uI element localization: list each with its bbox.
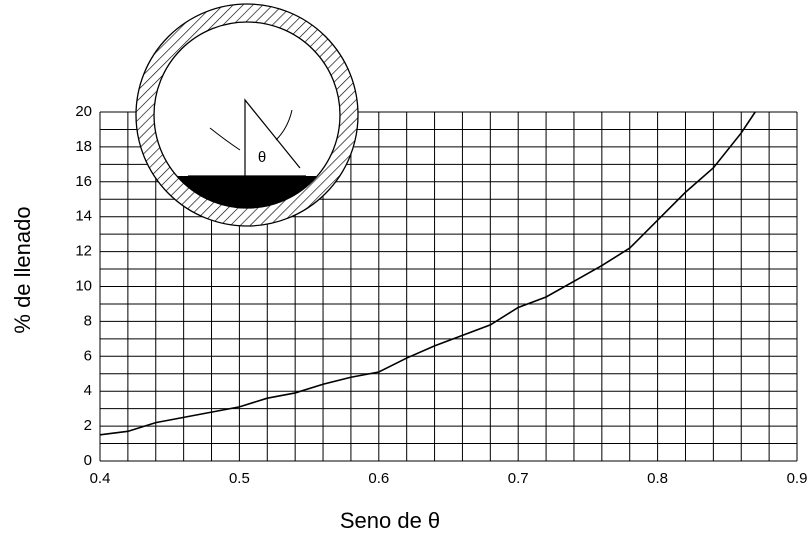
y-tick-label: 6: [84, 347, 92, 364]
y-tick-label: 18: [75, 138, 92, 155]
y-tick-label: 16: [75, 173, 92, 190]
x-tick-label: 0.7: [508, 470, 529, 487]
y-tick-label: 4: [84, 382, 92, 399]
x-axis-label: Seno de θ: [340, 508, 440, 533]
y-tick-label: 20: [75, 103, 92, 120]
y-tick-label: 8: [84, 312, 92, 329]
y-tick-label: 12: [75, 243, 92, 260]
x-tick-label: 0.5: [229, 470, 250, 487]
y-tick-label: 2: [84, 417, 92, 434]
x-tick-label: 0.9: [787, 470, 808, 487]
chart: θ Seno de θ % de llenado 0.4 0.5 0.6 0.7 0.8…: [0, 0, 811, 541]
y-tick-label: 10: [75, 277, 92, 294]
pipe-inset: θ: [136, 4, 358, 226]
x-tick-label: 0.4: [90, 470, 111, 487]
page: {"chart_data": {"type": "line", "x_label…: [0, 0, 811, 546]
angle-label: θ: [258, 149, 266, 166]
x-tick-label: 0.6: [368, 470, 389, 487]
y-axis-label: % de llenado: [10, 206, 35, 333]
y-tick-label: 14: [75, 208, 92, 225]
x-tick-label: 0.8: [647, 470, 668, 487]
y-tick-label: 0: [84, 452, 92, 469]
